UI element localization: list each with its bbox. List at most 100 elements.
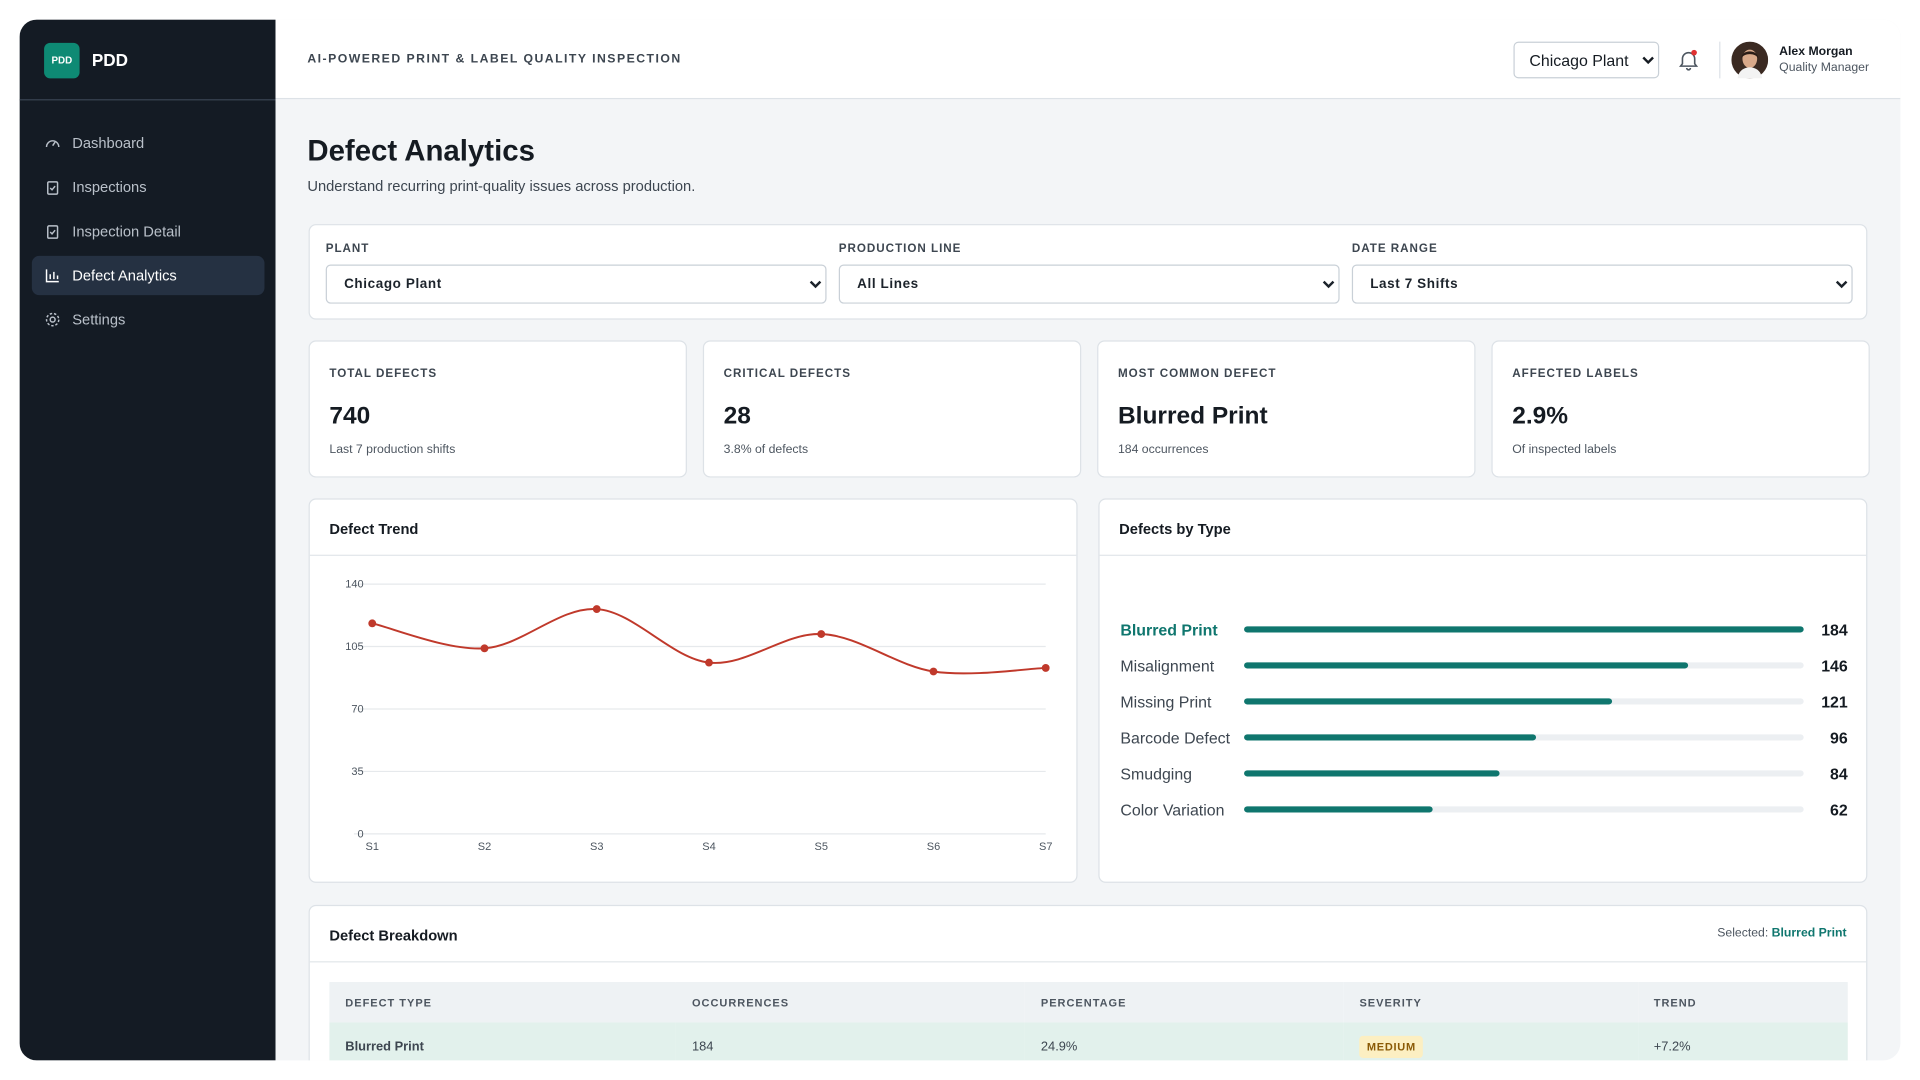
user-role: Quality Manager — [1779, 61, 1870, 75]
x-tick-label: S3 — [590, 841, 603, 853]
kpi-label: TOTAL DEFECTS — [329, 367, 438, 381]
x-tick-label: S5 — [814, 841, 827, 853]
filter-select[interactable]: Last 7 Shifts — [1351, 264, 1853, 304]
table-cell: 24.9% — [1040, 1039, 1078, 1055]
tagline: AI-POWERED PRINT & LABEL QUALITY INSPECT… — [307, 52, 682, 67]
nav-label: Defect Analytics — [72, 266, 177, 285]
nav-label: Inspection Detail — [72, 222, 181, 240]
chart-title: Defect Trend — [309, 500, 1077, 556]
x-tick-label: S7 — [1039, 841, 1052, 853]
table: DEFECT TYPE OCCURRENCES PERCENTAGE SEVERITY… — [329, 982, 1848, 1061]
plant-select[interactable]: Chicago Plant — [1513, 41, 1660, 79]
table-cell: MEDIUM — [1344, 1022, 1638, 1060]
column-header: DEFECT TYPE — [345, 996, 433, 1009]
x-tick-label: S1 — [366, 841, 379, 853]
kpi-value: 28 — [723, 402, 751, 430]
notification-bell[interactable] — [1679, 49, 1699, 71]
logo: PDD — [44, 42, 80, 79]
x-tick-label: S4 — [702, 841, 715, 853]
x-tick-label: S2 — [478, 841, 491, 853]
nav-item[interactable]: Dashboard — [32, 124, 265, 163]
y-tick-label: 140 — [345, 579, 363, 591]
filter-card: PLANT Chicago Plant PRODUCTION LINE All Lin… — [308, 224, 1868, 320]
kpi-label: CRITICAL DEFECTS — [723, 367, 851, 381]
kpi-card: CRITICAL DEFECTS 28 3.8% of defects — [702, 340, 1082, 478]
column-header: OCCURRENCES — [691, 996, 790, 1009]
chart-title: Defects by Type — [1099, 500, 1867, 556]
nav-label: Settings — [72, 311, 126, 329]
table-cell: Blurred Print — [345, 1039, 424, 1055]
data-point — [817, 630, 826, 638]
column-header: SEVERITY — [1359, 996, 1422, 1009]
table-header-row: DEFECT TYPE OCCURRENCES PERCENTAGE SEVERITY… — [329, 982, 1848, 1023]
page-subtitle: Understand recurring print-quality issue… — [307, 177, 696, 195]
kpi-card: AFFECTED LABELS 2.9% Of inspected labels — [1491, 340, 1870, 478]
value-label: 146 — [1821, 659, 1848, 676]
value-label: 62 — [1830, 803, 1848, 820]
bar-label: Smudging — [1120, 767, 1192, 784]
sidebar: PDD PDD Dashboard Inspections Inspection… — [19, 19, 276, 1061]
bar-label: Color Variation — [1120, 803, 1224, 820]
nav-item[interactable]: Defect Analytics — [31, 255, 265, 296]
y-tick-label: 0 — [358, 829, 364, 841]
page-title: Defect Analytics — [307, 134, 535, 168]
y-tick-label: 105 — [345, 641, 363, 653]
table-cell: 184 — [691, 1039, 714, 1055]
nav-item[interactable]: Inspection Detail — [32, 212, 265, 251]
table-row[interactable]: Blurred Print 184 24.9% MEDIUM +7.2% — [329, 1022, 1848, 1061]
bar-label: Barcode Defect — [1120, 731, 1230, 748]
brand: PDD — [91, 50, 129, 70]
selection: Selected: Blurred Print — [1717, 927, 1846, 940]
filter-label: PRODUCTION LINE — [838, 242, 962, 256]
bar-label: Missing Print — [1120, 695, 1212, 712]
data-point — [480, 644, 489, 653]
nav-label: Dashboard — [72, 134, 145, 152]
kpi-label: AFFECTED LABELS — [1512, 367, 1639, 381]
bar — [1244, 662, 1689, 669]
value-label: 121 — [1821, 695, 1848, 712]
nav-item[interactable]: Inspections — [32, 168, 265, 207]
kpi-label: MOST COMMON DEFECT — [1117, 367, 1277, 381]
line-chart: 0 35 70 105 140 S1 S2 S3 S4 S5 S6 S7 — [345, 579, 1052, 853]
column-header: TREND — [1653, 996, 1697, 1009]
header: AI-POWERED PRINT & LABEL QUALITY INSPECT… — [275, 19, 1901, 100]
y-tick-label: 35 — [351, 766, 363, 778]
filter-label: DATE RANGE — [1351, 242, 1438, 256]
kpi-card: MOST COMMON DEFECT Blurred Print 184 occur… — [1097, 340, 1476, 478]
avatar[interactable] — [1731, 41, 1769, 79]
table-card: Defect Breakdown Selected: Blurred Print… — [308, 904, 1868, 1061]
value-label: 184 — [1821, 623, 1848, 640]
filter-select[interactable]: All Lines — [838, 264, 1340, 304]
table-cell: +7.2% — [1653, 1039, 1691, 1055]
bar — [1244, 770, 1500, 777]
selection-label: Selected: — [1717, 926, 1769, 941]
nav-item[interactable]: Settings — [32, 300, 265, 339]
kpi-note: 3.8% of defects — [723, 443, 809, 457]
bar-label: Blurred Print — [1120, 623, 1218, 640]
column-header: PERCENTAGE — [1040, 996, 1127, 1009]
kpi-note: Last 7 production shifts — [329, 443, 456, 457]
y-tick-label: 70 — [351, 704, 363, 716]
x-tick-label: S6 — [927, 841, 940, 853]
table-title: Defect Breakdown — [309, 906, 1867, 963]
chart-card: Defect Trend 0 35 70 105 140 S1 S2 S3 S4 S5 S6 S7 — [308, 498, 1078, 883]
filter-select[interactable]: Chicago Plant — [325, 264, 827, 304]
kpi-note: 184 occurrences — [1117, 443, 1209, 457]
value-label: 84 — [1830, 767, 1848, 784]
filter-label: PLANT — [325, 242, 370, 256]
kpi-value: Blurred Print — [1117, 402, 1268, 430]
bar — [1244, 626, 1804, 633]
kpi-value: 2.9% — [1512, 402, 1569, 430]
kpi-value: 740 — [329, 402, 371, 430]
user-name: Alex Morgan — [1779, 45, 1853, 59]
kpi-card: TOTAL DEFECTS 740 Last 7 production shifts — [308, 340, 687, 478]
divider — [19, 99, 276, 101]
data-point — [592, 605, 601, 613]
app-window: PDD PDD Dashboard Inspections Inspection… — [19, 19, 1901, 1061]
kpi-note: Of inspected labels — [1512, 443, 1617, 457]
value-label: 96 — [1830, 731, 1848, 748]
bar — [1244, 734, 1537, 741]
data-point — [1041, 664, 1050, 672]
data-point — [929, 667, 938, 676]
